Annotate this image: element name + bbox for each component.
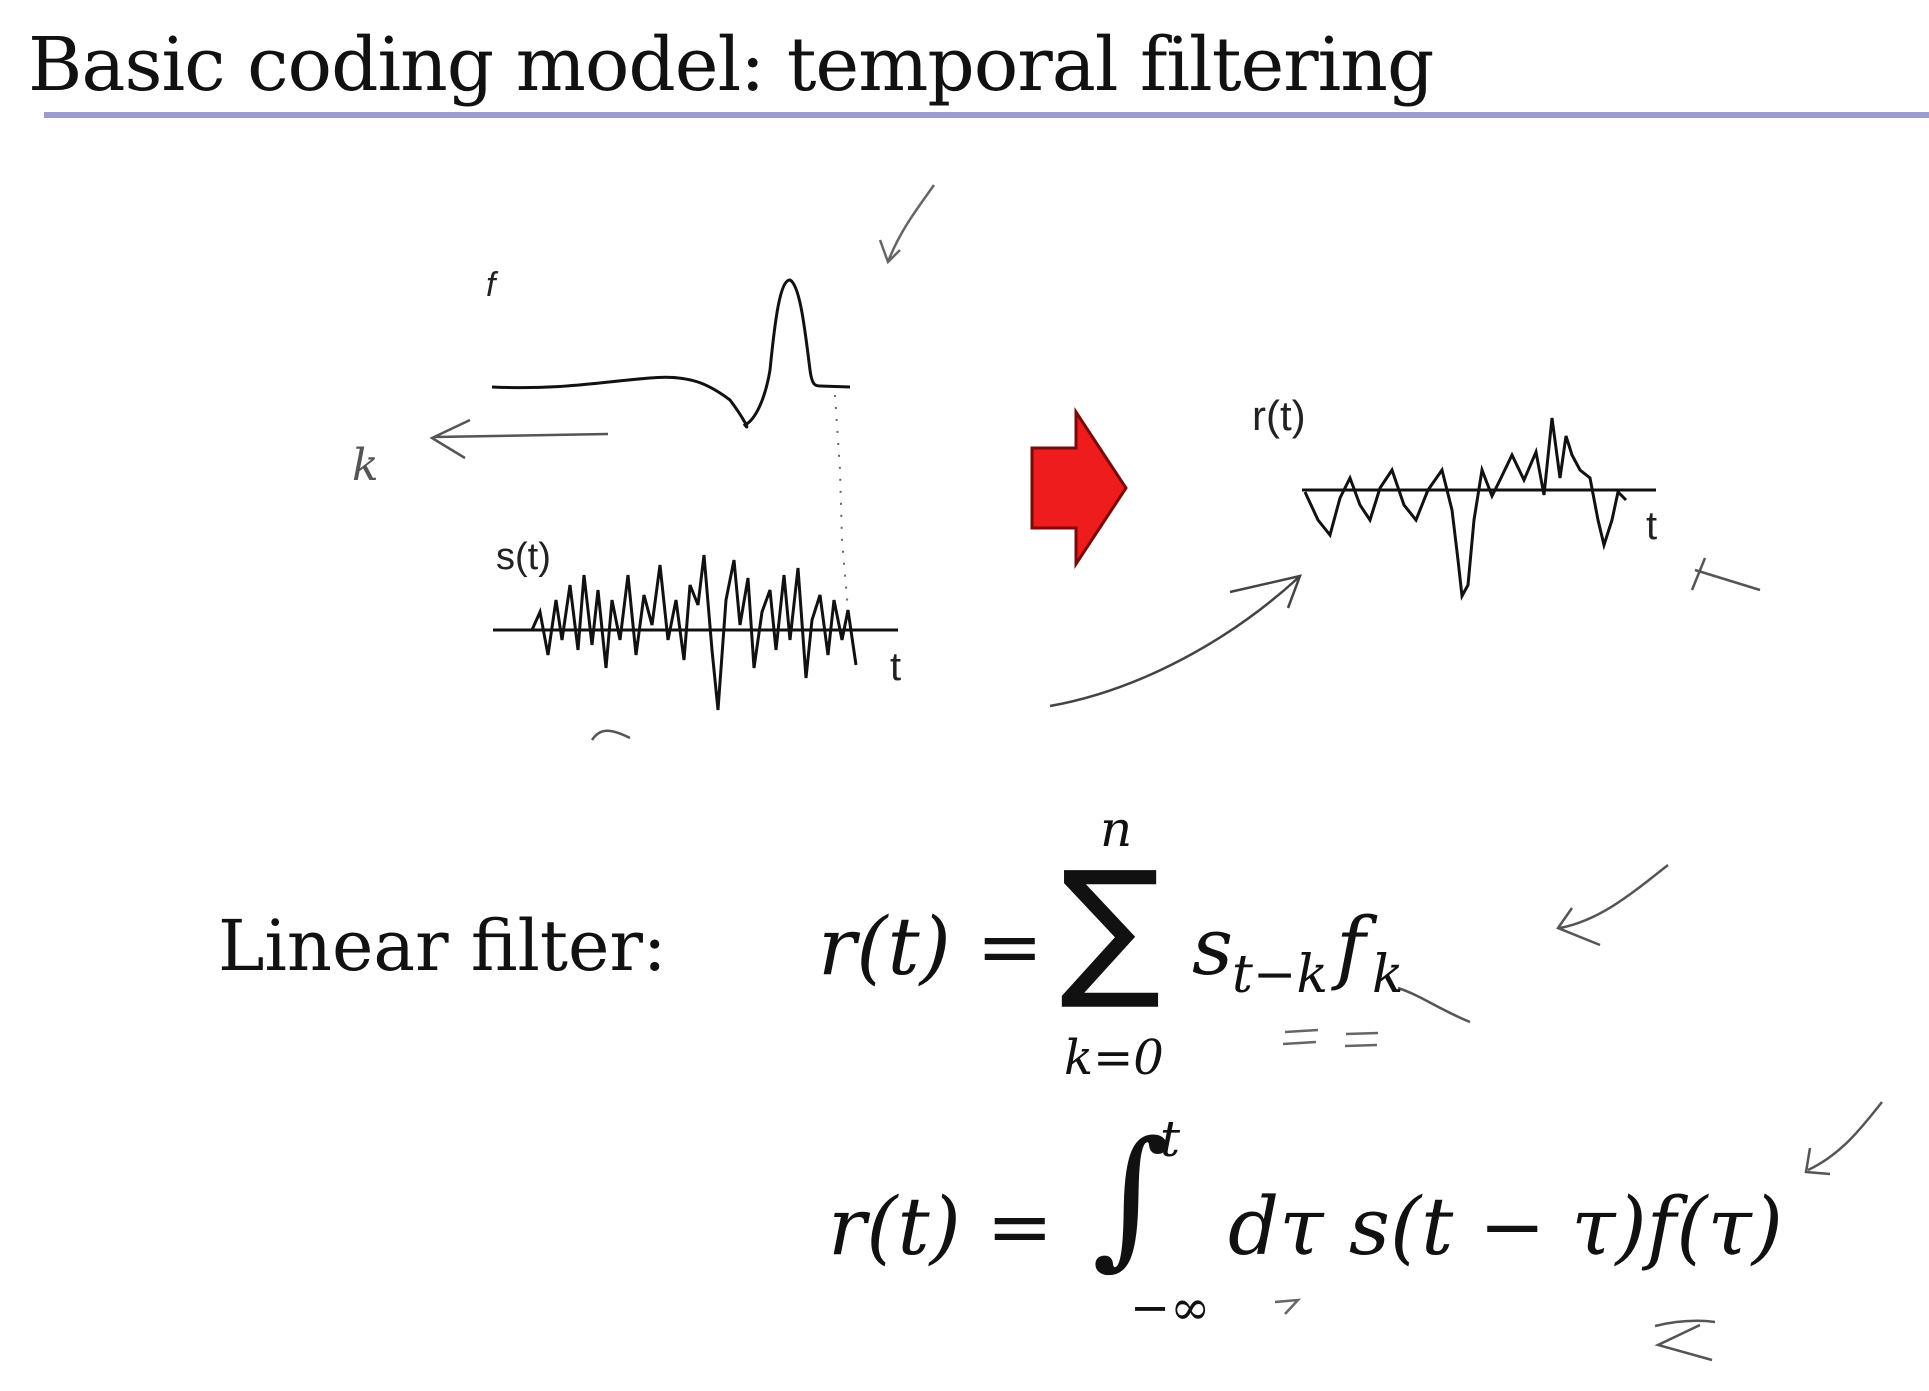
stimulus-axis-label: t xyxy=(890,645,902,689)
sum-upper-limit: n xyxy=(1100,800,1133,858)
response-axis-label: t xyxy=(1646,504,1658,548)
handwritten-left-arrow xyxy=(429,418,609,460)
handwritten-double-underline xyxy=(1282,1028,1379,1048)
sum-lower-limit: k=0 xyxy=(1064,1030,1164,1086)
handwritten-squiggle-fk xyxy=(1397,986,1471,1024)
title-underline xyxy=(44,112,1929,118)
red-block-arrow-icon xyxy=(1030,406,1128,570)
stimulus-label: s(t) xyxy=(496,536,551,578)
filter-label: f xyxy=(486,266,496,304)
linear-filter-label: Linear filter: xyxy=(218,905,667,987)
sum-lhs: r(t) = xyxy=(818,900,1044,993)
integral-upper-limit: t xyxy=(1160,1110,1181,1168)
sum-rhs-f: f xyxy=(1336,900,1366,993)
handwritten-curve-arrow xyxy=(1049,574,1302,708)
integral-lower-limit: −∞ xyxy=(1130,1280,1211,1336)
sum-symbol: ∑ xyxy=(1060,840,1162,1014)
sum-rhs-f-subscript: k xyxy=(1372,945,1404,1005)
sum-rhs-s-subscript: t−k xyxy=(1232,945,1328,1005)
response-waveform xyxy=(1303,417,1628,601)
handwritten-caret xyxy=(590,729,631,741)
sum-rhs-s: s xyxy=(1192,900,1234,993)
handwritten-arrow-integral xyxy=(1804,1101,1883,1176)
handwritten-tick-top xyxy=(878,184,936,265)
filter-waveform xyxy=(491,278,851,429)
response-label: r(t) xyxy=(1252,392,1306,439)
slide-title: Basic coding model: temporal filtering xyxy=(28,22,1434,108)
handwritten-k: k xyxy=(352,440,379,491)
stimulus-waveform xyxy=(530,554,858,711)
dotted-guide xyxy=(834,394,849,611)
handwritten-tau-mark xyxy=(1274,1298,1302,1315)
handwritten-mark-right xyxy=(1690,557,1761,592)
handwritten-tau-mark-2 xyxy=(1654,1319,1716,1362)
integral-symbol: ∫ xyxy=(1092,1110,1171,1284)
handwritten-arrow-sum xyxy=(1556,864,1669,947)
integral-rhs: dτ s(t − τ)f(τ) xyxy=(1228,1180,1783,1273)
integral-lhs: r(t) = xyxy=(828,1180,1054,1273)
